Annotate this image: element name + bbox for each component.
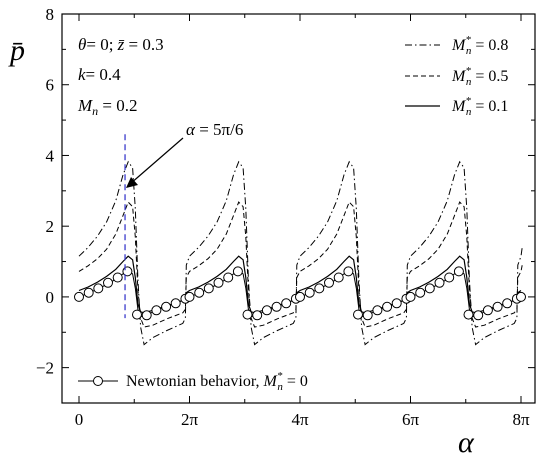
y-tick-label: 8 bbox=[46, 5, 55, 24]
newtonian-marker bbox=[434, 277, 445, 288]
newtonian-marker bbox=[333, 272, 344, 283]
newtonian-marker bbox=[453, 266, 464, 277]
plot-frame bbox=[61, 13, 536, 404]
y-tick-label: 2 bbox=[46, 217, 55, 236]
legend-label-0.8: M* n = 0.8 bbox=[451, 34, 508, 57]
newtonian-marker bbox=[314, 283, 325, 294]
newtonian-marker bbox=[223, 272, 234, 283]
newtonian-marker bbox=[295, 291, 305, 302]
legend-label-0.5: M* n = 0.5 bbox=[451, 65, 508, 88]
annotation-alpha: α = 5π/6 bbox=[186, 120, 243, 139]
newtonian-marker bbox=[141, 310, 152, 321]
x-tick-label: 8π bbox=[512, 410, 530, 429]
y-tick-label: 6 bbox=[46, 76, 55, 95]
newtonian-marker bbox=[362, 310, 373, 321]
newtonian-marker bbox=[93, 283, 104, 294]
newtonian-marker bbox=[74, 291, 84, 302]
newtonian-marker bbox=[463, 309, 474, 320]
newtonian-marker bbox=[122, 266, 133, 277]
legend-newtonian: Newtonian behavior, M* n = 0 bbox=[78, 370, 308, 393]
newtonian-marker bbox=[343, 266, 354, 277]
newtonian-marker bbox=[372, 305, 383, 316]
newtonian-marker bbox=[415, 287, 426, 298]
legend-label-newtonian: Newtonian behavior, M* n = 0 bbox=[126, 370, 308, 393]
tick-marks bbox=[62, 13, 535, 404]
newtonian-marker bbox=[271, 301, 282, 312]
legend-marker-newtonian bbox=[93, 376, 103, 386]
newtonian-marker bbox=[492, 301, 503, 312]
markers-layer bbox=[74, 266, 526, 321]
annotation-arrowhead bbox=[126, 177, 138, 188]
y-tick-label: −2 bbox=[36, 359, 54, 378]
legend: M* n = 0.8 M* n = 0.5 M* n = 0.1 bbox=[405, 34, 508, 118]
newtonian-marker bbox=[473, 310, 484, 321]
newtonian-marker bbox=[516, 291, 526, 302]
newtonian-marker bbox=[194, 287, 205, 298]
newtonian-marker bbox=[281, 298, 292, 309]
newtonian-marker bbox=[232, 266, 243, 277]
x-tick-label: 2π bbox=[181, 410, 199, 429]
param-mn: Mn = 0.2 bbox=[77, 96, 138, 118]
param-theta-z: θ= 0; z̄ = 0.3 bbox=[78, 35, 164, 54]
newtonian-marker bbox=[261, 305, 272, 316]
series-line-2 bbox=[78, 255, 522, 314]
newtonian-marker bbox=[482, 305, 493, 316]
x-tick-label: 4π bbox=[291, 410, 309, 429]
newtonian-marker bbox=[112, 272, 123, 283]
legend-label-0.1: M* n = 0.1 bbox=[451, 95, 508, 118]
newtonian-marker bbox=[252, 310, 263, 321]
tick-labels: 0 2π 4π 6π 8π −2 0 2 4 6 8 bbox=[36, 5, 530, 429]
newtonian-marker bbox=[502, 298, 513, 309]
newtonian-marker bbox=[391, 298, 402, 309]
newtonian-marker bbox=[161, 301, 172, 312]
newtonian-marker bbox=[103, 277, 113, 288]
newtonian-marker bbox=[324, 277, 334, 288]
newtonian-marker bbox=[242, 309, 253, 320]
x-tick-label: 6π bbox=[402, 410, 420, 429]
y-tick-label: 4 bbox=[46, 146, 55, 165]
newtonian-marker bbox=[444, 272, 455, 283]
newtonian-marker bbox=[151, 305, 162, 316]
series-line-1 bbox=[78, 201, 523, 328]
newtonian-marker bbox=[83, 287, 94, 298]
y-axis-label: p̄ bbox=[8, 34, 25, 67]
annotation-arrow bbox=[129, 137, 184, 185]
newtonian-marker bbox=[203, 283, 214, 294]
newtonian-marker bbox=[213, 277, 224, 288]
x-tick-label: 0 bbox=[75, 410, 84, 429]
newtonian-marker bbox=[353, 309, 363, 320]
newtonian-marker bbox=[382, 301, 393, 312]
newtonian-marker bbox=[304, 287, 315, 298]
newtonian-marker bbox=[405, 291, 416, 302]
series-line-0 bbox=[78, 160, 523, 346]
newtonian-marker bbox=[184, 291, 195, 302]
param-k: k= 0.4 bbox=[78, 65, 121, 84]
newtonian-marker bbox=[132, 309, 142, 320]
newtonian-marker bbox=[170, 298, 181, 309]
y-tick-label: 0 bbox=[46, 288, 55, 307]
newtonian-marker bbox=[424, 283, 435, 294]
x-axis-label: α bbox=[458, 426, 475, 459]
